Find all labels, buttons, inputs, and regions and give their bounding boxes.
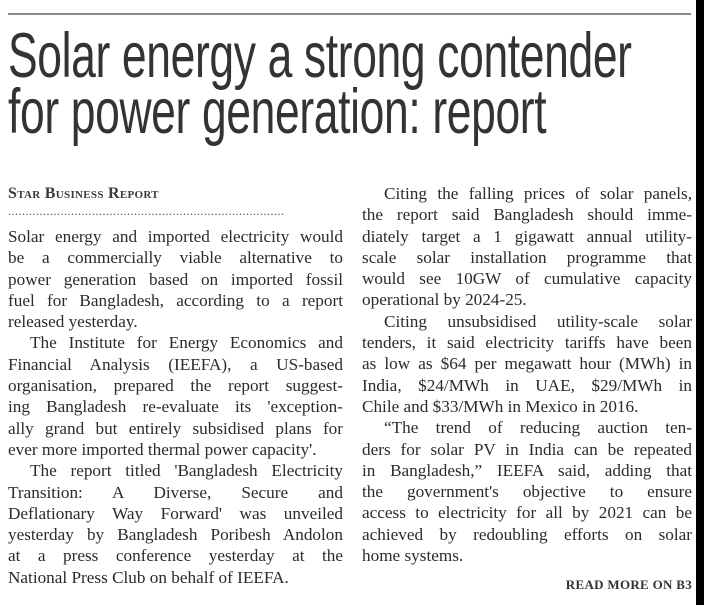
paragraph: Solar energy and imported electricity wo… — [8, 226, 343, 332]
text-line: released yesterday. — [8, 312, 138, 332]
text-line: power generation based on imported fossi… — [8, 269, 343, 289]
text-line: in Bangladesh,” IEEFA said, adding that — [362, 460, 692, 480]
article-column-right: Citing the falling prices of solar panel… — [362, 183, 692, 566]
text-line: Financial Analysis (IEEFA), a US-based — [8, 354, 343, 374]
text-line: ever more imported thermal power capacit… — [8, 439, 317, 459]
text-line: access to electricity for all by 2021 ca… — [362, 503, 692, 523]
top-rule — [8, 13, 691, 15]
text-line: “The trend of reducing auction ten- — [384, 418, 692, 438]
paragraph: The report titled 'Bangladesh Electricit… — [8, 460, 343, 588]
text-line: home systems. — [362, 546, 464, 566]
paragraph: The Institute for Energy Economics and Fi… — [8, 332, 343, 460]
text-line: Chile and $33/MWh in Mexico in 2016. — [362, 396, 639, 416]
headline-line: for power generation: report — [8, 77, 547, 147]
text-line: The report titled 'Bangladesh Electricit… — [30, 461, 343, 481]
article-column-left: Star Business Report ...................… — [8, 183, 343, 588]
text-line: tenders, it said electricity tariffs hav… — [362, 333, 692, 353]
column-body: Solar energy and imported electricity wo… — [8, 226, 343, 588]
text-line: Transition: A Diverse, Secure and — [8, 482, 343, 502]
text-line: India, $24/MWh in UAE, $29/MWh in — [362, 375, 692, 395]
text-line: diately target a 1 gigawatt annual utili… — [362, 226, 692, 246]
byline-separator: ........................................… — [8, 204, 285, 218]
text-line: achieved by redoubling efforts on solar — [362, 524, 692, 544]
paragraph: “The trend of reducing auction ten-ders … — [362, 417, 692, 566]
text-line: Deflationary Way Forward' was unveiled — [8, 503, 343, 523]
text-line: ing Bangladesh re-evaluate its 'exceptio… — [8, 397, 343, 417]
byline: Star Business Report — [8, 185, 159, 202]
text-line: yesterday by Bangladesh Poribesh Andolon — [8, 525, 343, 545]
text-line: scale solar installation programme that — [362, 247, 692, 267]
text-line: The Institute for Energy Economics and — [30, 333, 343, 353]
text-line: organisation, prepared the report sugges… — [8, 376, 343, 396]
paragraph: Citing unsubsidised utility-scale solar t… — [362, 311, 692, 417]
headline-line: Solar energy a strong contender — [8, 21, 632, 91]
text-line: the government's objective to ensure — [362, 482, 692, 502]
column-body: Citing the falling prices of solar panel… — [362, 183, 692, 566]
paragraph: Citing the falling prices of solar panel… — [362, 183, 692, 311]
page-edge — [696, 0, 704, 605]
text-line: Citing the falling prices of solar panel… — [384, 184, 692, 203]
text-line: ders for solar PV in India can be repeat… — [362, 439, 692, 459]
text-line: fuel for Bangladesh, according to a repo… — [8, 290, 343, 310]
text-line: National Press Club on behalf of IEEFA. — [8, 567, 289, 587]
text-line: operational by 2024-25. — [362, 290, 527, 310]
text-line: be a commercially viable alternative to — [8, 248, 343, 268]
text-line: at a press conference yesterday at the — [8, 546, 343, 566]
text-line: Citing unsubsidised utility-scale solar — [384, 311, 692, 331]
read-more-link[interactable]: READ MORE ON B3 — [565, 577, 692, 592]
text-line: Solar energy and imported electricity wo… — [8, 227, 343, 246]
text-line: ally grand but entirely subsidised plans… — [8, 418, 343, 438]
text-line: would see 10GW of cumulative capacity — [362, 269, 692, 289]
headline: Solar energy a strong contender for powe… — [8, 21, 643, 147]
text-line: as low as $64 per megawatt hour (MWh) in — [362, 354, 692, 374]
text-line: the report said Bangladesh should imme- — [362, 205, 692, 225]
